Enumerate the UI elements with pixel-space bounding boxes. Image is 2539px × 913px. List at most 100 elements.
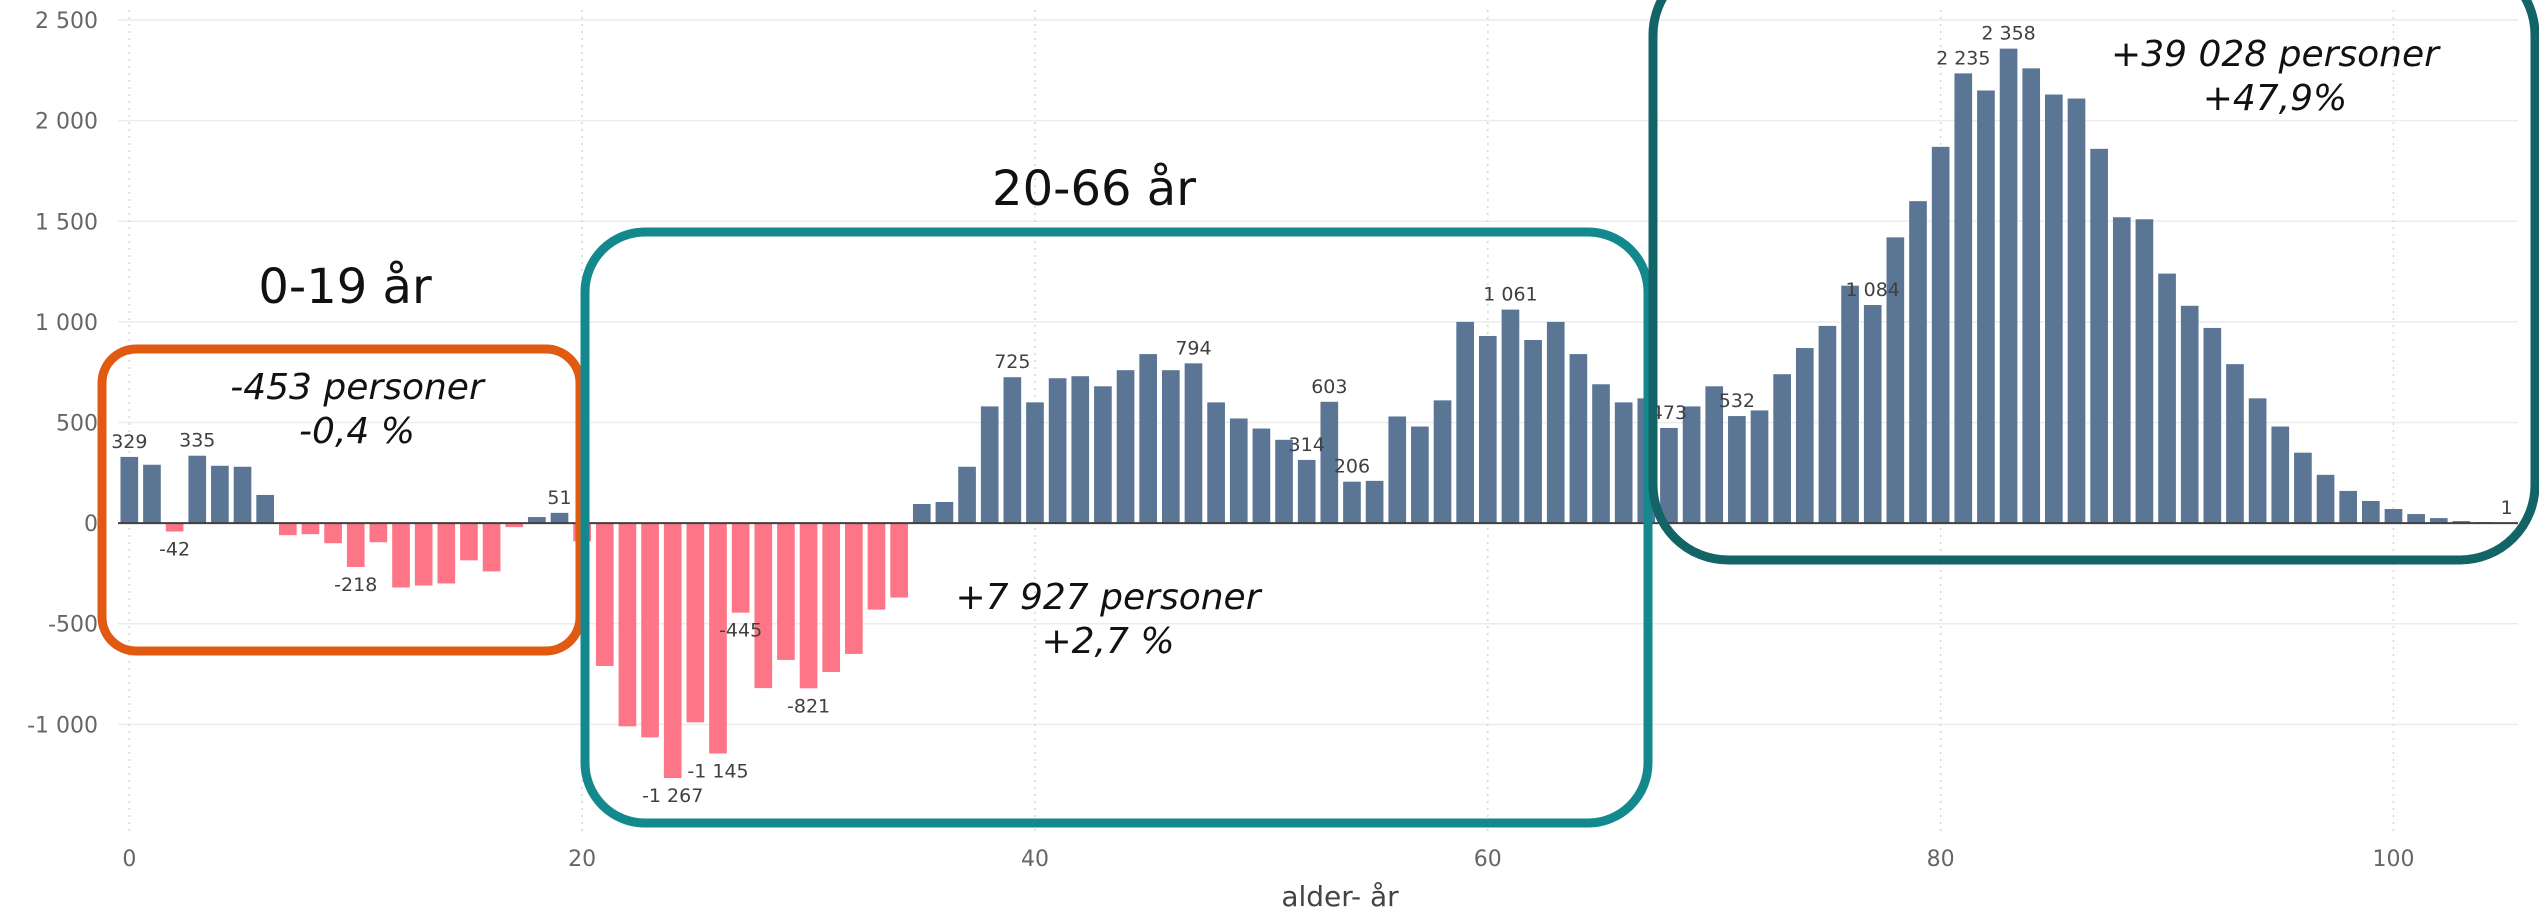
bar-age-31 (822, 523, 841, 673)
bar-age-23 (641, 523, 659, 738)
bar-age-6 (256, 494, 274, 524)
data-label-age-105: 1 (2501, 497, 2513, 519)
data-label-age-77: 1 084 (1846, 279, 1900, 301)
bar-age-58 (1433, 400, 1452, 524)
bar-age-27 (731, 523, 750, 613)
bar-age-50 (1252, 428, 1271, 524)
data-label-age-3: 335 (179, 430, 215, 452)
bar-age-38 (980, 406, 999, 524)
x-tick-label: 40 (1021, 847, 1049, 872)
data-label-age-0: 329 (111, 431, 147, 453)
bar-age-15 (460, 523, 478, 561)
bar-age-81 (1954, 73, 1973, 524)
y-tick-label: -1 000 (27, 713, 98, 738)
bar-age-25 (686, 523, 705, 723)
bar-age-85 (2045, 94, 2063, 524)
group-note-20-66-pct: +2,7 % (1041, 621, 1174, 662)
y-tick-label: 1 500 (35, 210, 98, 235)
bar-age-22 (618, 523, 637, 727)
data-label-age-27: -445 (719, 620, 762, 642)
bar-age-92 (2203, 327, 2222, 524)
bar-age-44 (1116, 370, 1135, 524)
bar-age-94 (2248, 398, 2267, 524)
bar-age-43 (1094, 386, 1112, 524)
bar-age-95 (2271, 426, 2290, 524)
bar-age-68 (1660, 427, 1678, 524)
y-tick-label: 2 000 (35, 110, 98, 135)
data-label-age-10: -218 (334, 574, 377, 596)
data-label-age-68: 473 (1651, 402, 1687, 424)
bar-age-11 (369, 523, 388, 543)
bar-age-57 (1411, 426, 1429, 524)
bar-age-48 (1207, 402, 1225, 524)
data-label-age-83: 2 358 (1981, 23, 2035, 45)
axes: -1 000 -500 0 500 1 000 1 500 2 000 2 500 0 20 40 6… (27, 9, 2414, 872)
group-box-0-19 (97, 344, 585, 656)
bar-age-79 (1909, 201, 1927, 524)
bar-age-96 (2294, 452, 2312, 524)
x-tick-label: 100 (2372, 847, 2414, 872)
bar-age-64 (1569, 354, 1588, 524)
bar-age-18 (528, 517, 546, 524)
bar-age-76 (1841, 285, 1859, 524)
bar-age-84 (2022, 68, 2041, 524)
data-label-age-71: 532 (1719, 390, 1755, 412)
x-tick-label: 20 (568, 847, 596, 872)
bar-age-16 (482, 523, 501, 572)
bar-age-33 (867, 523, 886, 610)
bar-age-77 (1863, 304, 1882, 524)
data-label-age-39: 725 (994, 351, 1030, 373)
bar-age-52 (1297, 459, 1316, 524)
group-note-0-19-count: -453 personer (230, 367, 486, 408)
bar-age-1 (143, 464, 161, 524)
gridlines (118, 10, 2518, 835)
bar-age-103 (2452, 521, 2471, 524)
bar-age-90 (2158, 273, 2176, 524)
bar-age-75 (1818, 325, 1837, 524)
data-label-age-52: 314 (1289, 434, 1325, 456)
bar-age-17 (505, 523, 524, 528)
data-label-age-47: 794 (1175, 337, 1211, 359)
group-box-20-66 (580, 227, 1653, 828)
bar-age-24 (663, 523, 682, 779)
bar-age-3 (188, 455, 207, 524)
bar-age-73 (1773, 374, 1791, 524)
bar-age-13 (414, 523, 433, 586)
x-axis-title: alder- år (1281, 880, 1399, 913)
group-title-0-19: 0-19 år (258, 259, 432, 315)
group-note-20-66-count: +7 927 personer (955, 577, 1262, 618)
bar-age-2 (165, 523, 184, 532)
bar-age-93 (2226, 364, 2244, 524)
bar-age-4 (211, 465, 229, 524)
bar-age-65 (1592, 384, 1610, 524)
y-tick-label: 2 500 (35, 9, 98, 34)
bar-age-53 (1320, 401, 1339, 524)
bar-age-78 (1886, 237, 1905, 524)
bar-age-28 (754, 523, 773, 689)
bar-age-51 (1275, 439, 1293, 524)
bar-age-32 (845, 523, 863, 654)
data-label-age-61: 1 061 (1483, 284, 1537, 306)
bar-age-29 (777, 523, 795, 660)
bar-series (120, 48, 2516, 779)
bar-age-12 (392, 523, 410, 588)
bar-age-34 (890, 523, 908, 598)
bar-age-47 (1184, 363, 1203, 524)
bar-age-54 (1343, 481, 1361, 524)
bar-age-46 (1162, 370, 1180, 524)
bar-age-9 (324, 523, 342, 544)
bar-age-89 (2135, 219, 2154, 524)
bar-age-59 (1456, 321, 1474, 524)
bar-age-101 (2407, 514, 2425, 524)
bar-age-74 (1795, 348, 1814, 524)
y-tick-label: -500 (48, 613, 98, 638)
bar-age-100 (2384, 509, 2403, 524)
data-label-age-24: -1 267 (642, 785, 703, 807)
bar-age-70 (1705, 386, 1724, 524)
bar-age-98 (2339, 490, 2358, 524)
bar-age-83 (1999, 48, 2018, 524)
bar-age-88 (2112, 217, 2131, 524)
bar-age-42 (1071, 376, 1090, 524)
bar-age-26 (709, 523, 727, 754)
